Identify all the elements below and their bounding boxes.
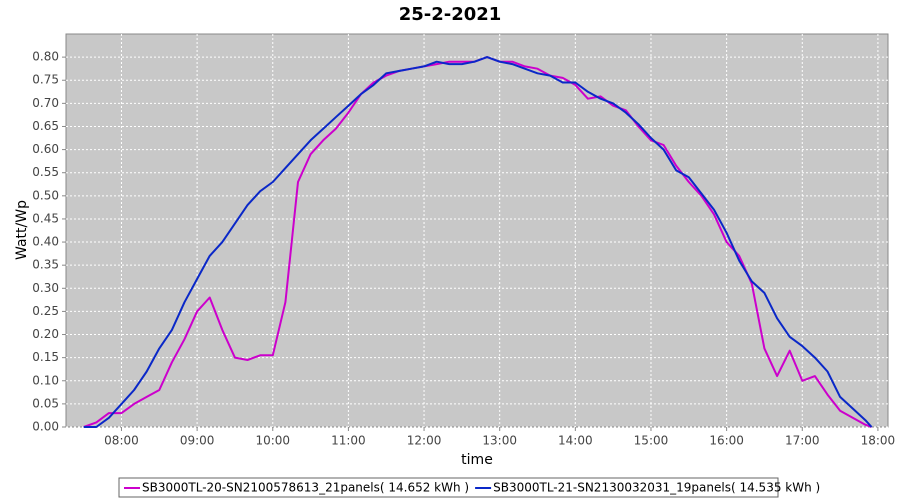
y-tick-label: 0.05 [32,396,59,410]
y-tick-label: 0.55 [32,165,59,179]
x-tick-label: 09:00 [180,434,215,448]
x-tick-label: 16:00 [709,434,744,448]
x-tick-label: 15:00 [634,434,669,448]
x-axis-label: time [461,452,493,468]
y-tick-label: 0.75 [32,73,59,87]
x-tick-label: 17:00 [785,434,820,448]
y-tick-label: 0.70 [32,96,59,110]
x-tick-label: 13:00 [482,434,517,448]
y-tick-label: 0.60 [32,142,59,156]
y-tick-label: 0.50 [32,188,59,202]
y-tick-label: 0.00 [32,420,59,434]
plot-area [65,33,889,428]
chart-title: 25-2-2021 [399,4,502,25]
y-tick-label: 0.10 [32,373,59,387]
series-line [83,56,873,428]
y-tick-label: 0.40 [32,235,59,249]
x-tick-label: 11:00 [331,434,366,448]
y-tick-label: 0.20 [32,327,59,341]
x-tick-label: 10:00 [255,434,290,448]
legend-box [118,477,779,498]
y-tick-label: 0.25 [32,304,59,318]
y-tick-label: 0.15 [32,350,59,364]
x-tick-label: 14:00 [558,434,593,448]
y-tick-label: 0.80 [32,50,59,64]
x-tick-label: 18:00 [861,434,896,448]
y-tick-label: 0.65 [32,119,59,133]
y-tick-label: 0.30 [32,281,59,295]
x-tick-label: 12:00 [407,434,442,448]
y-axis-label: Watt/Wp [14,200,30,260]
y-tick-label: 0.45 [32,211,59,225]
legend-label: SB3000TL-21-SN2130032031_19panels( 14.53… [493,481,820,495]
legend-label: SB3000TL-20-SN2100578613_21panels( 14.65… [142,481,469,495]
x-tick-label: 08:00 [104,434,139,448]
y-tick-label: 0.35 [32,258,59,272]
